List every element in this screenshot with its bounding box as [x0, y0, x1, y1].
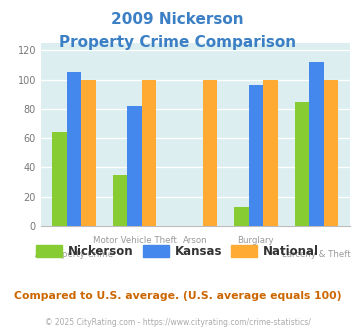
Bar [263, 80, 278, 226]
Text: Arson: Arson [183, 236, 208, 245]
Text: Compared to U.S. average. (U.S. average equals 100): Compared to U.S. average. (U.S. average … [14, 291, 341, 301]
Bar [248, 85, 263, 226]
Bar [309, 62, 324, 226]
Legend: Nickerson, Kansas, National: Nickerson, Kansas, National [31, 241, 324, 263]
Text: Larceny & Theft: Larceny & Theft [282, 250, 351, 259]
Text: © 2025 CityRating.com - https://www.cityrating.com/crime-statistics/: © 2025 CityRating.com - https://www.city… [45, 318, 310, 327]
Text: Burglary: Burglary [237, 236, 274, 245]
Bar [295, 102, 309, 226]
Text: All Property Crime: All Property Crime [35, 250, 113, 259]
Bar [67, 72, 81, 226]
Bar [202, 80, 217, 226]
Bar [81, 80, 96, 226]
Text: Property Crime Comparison: Property Crime Comparison [59, 35, 296, 50]
Text: Motor Vehicle Theft: Motor Vehicle Theft [93, 236, 177, 245]
Bar [127, 106, 142, 226]
Bar [113, 175, 127, 226]
Bar [324, 80, 338, 226]
Bar [52, 132, 67, 226]
Bar [234, 207, 248, 226]
Text: 2009 Nickerson: 2009 Nickerson [111, 12, 244, 26]
Bar [142, 80, 157, 226]
